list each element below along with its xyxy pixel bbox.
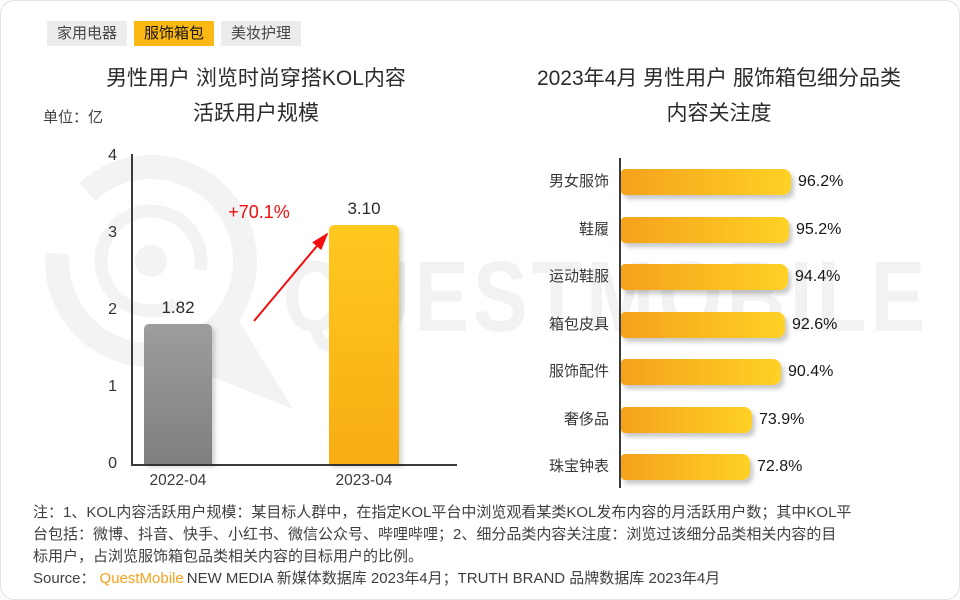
tab-home-appliances[interactable]: 家用电器 <box>47 21 128 46</box>
bar-percent-label: 72.8% <box>757 458 803 475</box>
category-label-sportswear: 运动鞋服 <box>548 268 609 285</box>
bar-percent-label: 96.2% <box>798 173 844 190</box>
bar-jewelry-watches <box>621 454 750 480</box>
category-tabs: 家用电器 服饰箱包 美妆护理 <box>47 21 302 46</box>
bar-percent-label: 95.2% <box>796 220 842 238</box>
bar-percent-label: 92.6% <box>792 315 838 333</box>
source-brand: QuestMobile <box>99 570 184 587</box>
footnote-line1: 注：1、KOL内容活跃用户规模：某目标人群中，在指定KOL平台中浏览观看某类KO… <box>33 504 852 521</box>
right-chart-title-line1: 2023年4月 男性用户 服饰箱包细分品类 <box>536 67 902 90</box>
bar-2023-04 <box>329 225 399 464</box>
tab-apparel-bags[interactable]: 服饰箱包 <box>134 21 215 46</box>
category-label-luxury: 奢侈品 <box>563 410 609 428</box>
bar-value-label: 3.10 <box>347 199 381 218</box>
right-chart-plot: 男女服饰 96.2% 鞋履 95.2% 运动鞋服 94.4% 箱包皮具 92.6% 服饰配件 90… <box>501 146 951 506</box>
bar-percent-label: 90.4% <box>788 363 834 380</box>
footnote-line2: 台包括：微博、抖音、快手、小红书、微信公众号、哔哩哔哩；2、细分品类内容关注度：… <box>33 526 837 543</box>
y-axis-tick-label: 4 <box>108 147 117 164</box>
category-label-jewelry-watches: 珠宝钟表 <box>548 458 609 475</box>
left-chart-plot: +70.1% 0 1 2 3 4 1.82 2022-04 3.10 2023-04 <box>41 146 486 506</box>
bar-apparel <box>621 169 791 195</box>
source-line: Source： QuestMobile NEW MEDIA 新媒体数据库 2023年… <box>33 568 720 590</box>
x-axis-category-label: 2022-04 <box>149 472 207 489</box>
bar-percent-label: 73.9% <box>759 410 805 428</box>
right-chart-title-line2: 内容关注度 <box>666 102 772 125</box>
x-axis-category-label: 2023-04 <box>335 472 393 489</box>
left-chart-title: 男性用户 浏览时尚穿搭KOL内容 活跃用户规模 <box>41 61 471 131</box>
bar-percent-label: 94.4% <box>795 268 841 285</box>
category-label-footwear: 鞋履 <box>578 220 609 238</box>
unit-label: 单位：亿 <box>43 109 104 126</box>
category-label-apparel-accessories: 服饰配件 <box>548 363 609 380</box>
left-chart-title-line2: 活跃用户规模 <box>193 102 319 125</box>
category-label-bags-leather: 箱包皮具 <box>548 315 609 333</box>
bar-footwear <box>621 216 789 243</box>
footnote-line3: 标用户，占浏览服饰箱包品类相关内容的目标用户的比例。 <box>33 548 424 565</box>
bar-apparel-accessories <box>621 359 781 385</box>
bar-2022-04 <box>144 324 212 464</box>
bar-bags-leather <box>621 311 785 338</box>
bar-luxury <box>621 406 752 433</box>
left-chart-title-line1: 男性用户 浏览时尚穿搭KOL内容 <box>106 67 406 90</box>
bar-sportswear <box>621 264 788 290</box>
footnote: 注：1、KOL内容活跃用户规模：某目标人群中，在指定KOL平台中浏览观看某类KO… <box>33 502 938 568</box>
y-axis-line <box>131 154 133 466</box>
y-axis-tick-label: 1 <box>108 378 117 395</box>
growth-rate-label: +70.1% <box>228 202 290 222</box>
y-axis-tick-label: 0 <box>108 455 117 472</box>
tab-beauty-care[interactable]: 美妆护理 <box>221 21 302 46</box>
right-chart-axis-line <box>619 158 621 488</box>
y-axis-tick-label: 3 <box>108 224 117 241</box>
category-label-apparel: 男女服饰 <box>548 173 609 190</box>
source-prefix: Source： <box>33 570 96 587</box>
bar-value-label: 1.82 <box>161 298 195 317</box>
source-rest: NEW MEDIA 新媒体数据库 2023年4月；TRUTH BRAND 品牌数… <box>186 570 721 587</box>
y-axis-tick-label: 2 <box>108 301 117 318</box>
x-axis-line <box>131 464 457 466</box>
right-chart-title: 2023年4月 男性用户 服饰箱包细分品类 内容关注度 <box>501 61 937 131</box>
